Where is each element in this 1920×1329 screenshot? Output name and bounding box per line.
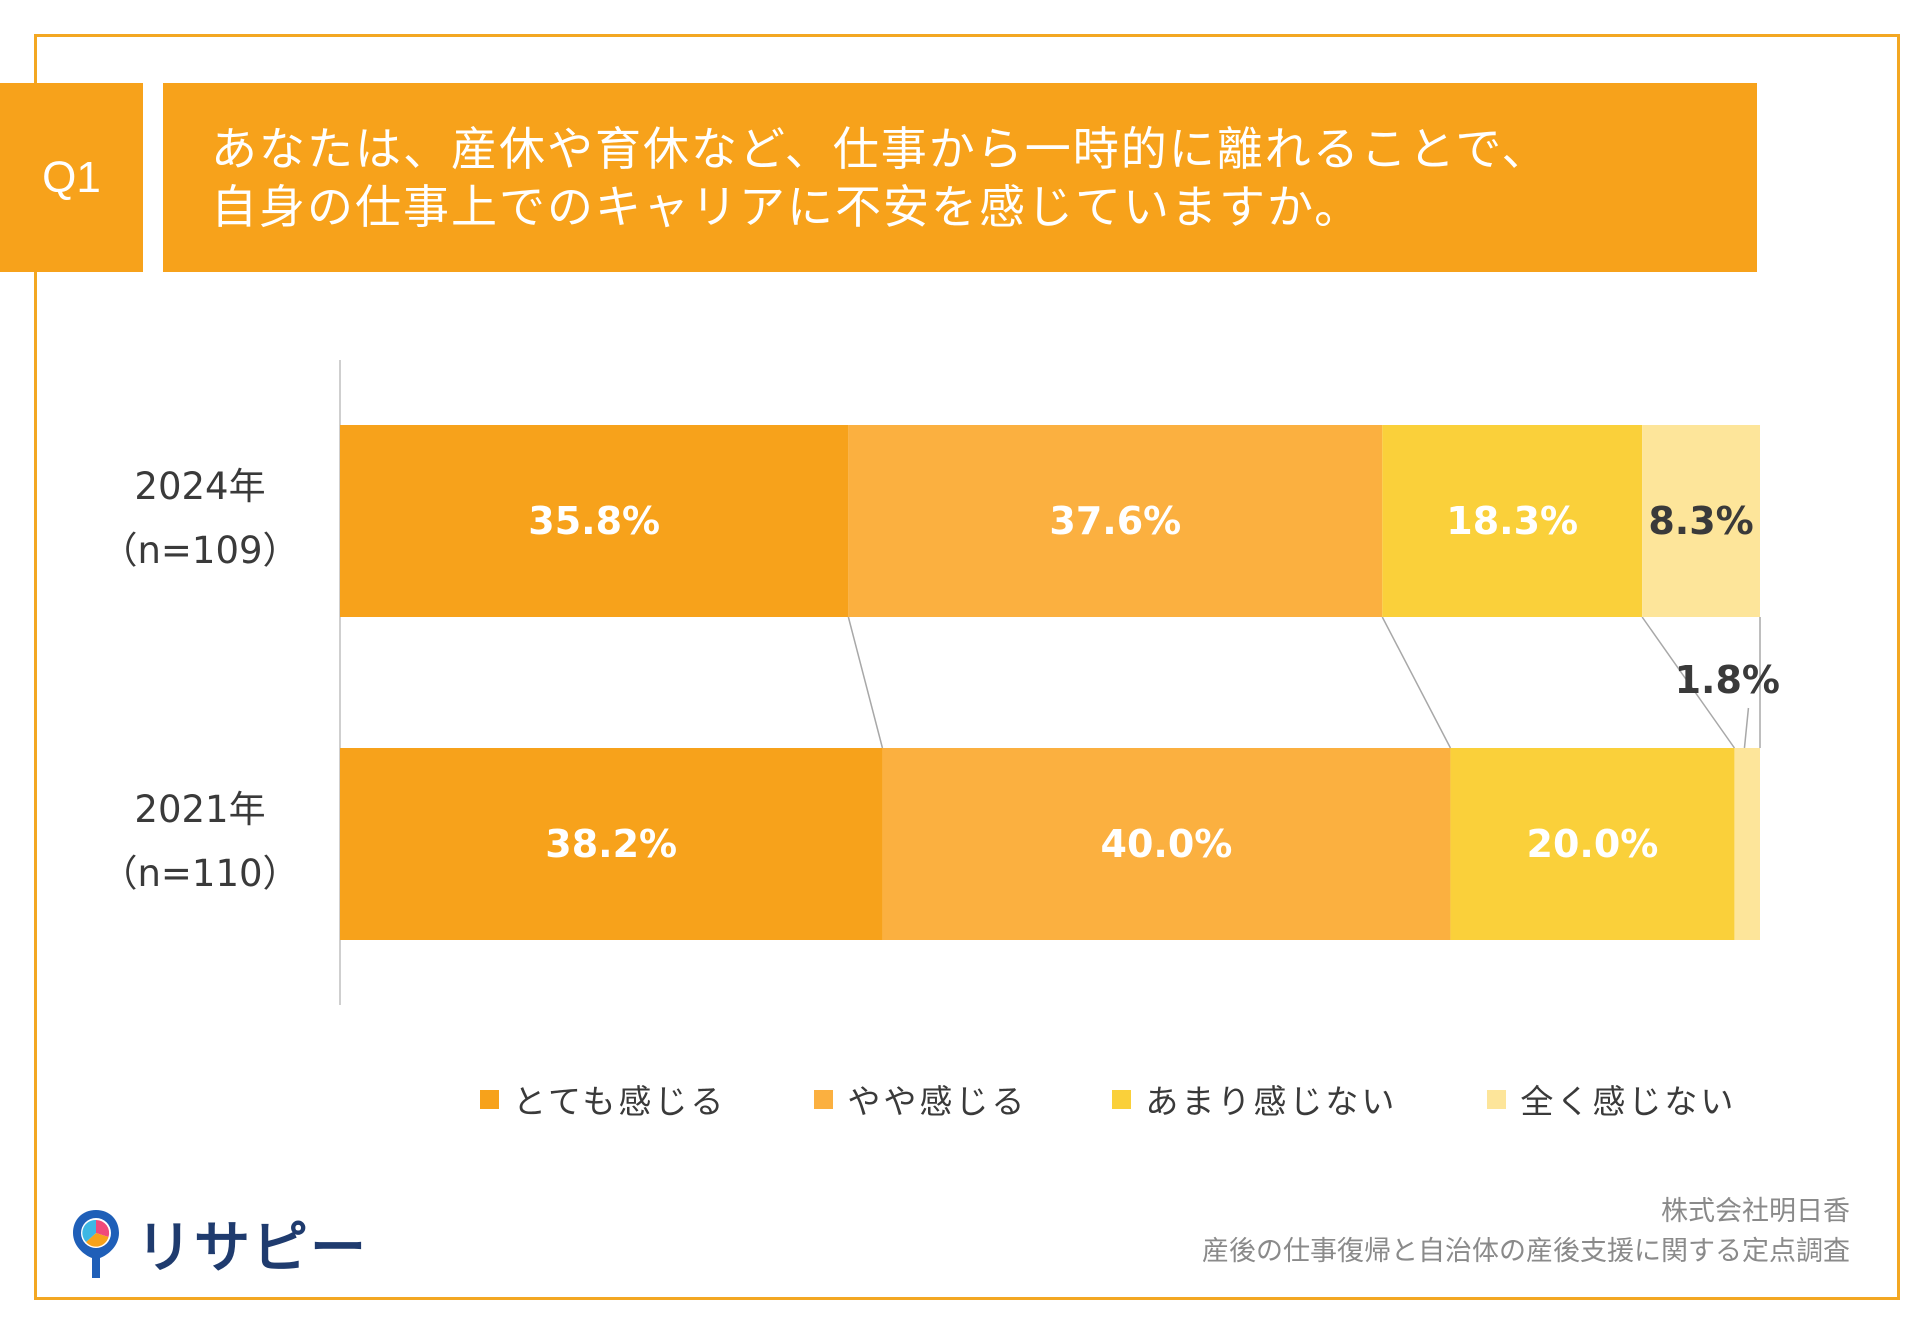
legend-item: やや感じる [814, 1075, 1027, 1123]
brand-logo: リサピー [70, 1203, 368, 1284]
connector-line [1381, 616, 1452, 749]
chart-frame [34, 34, 1900, 1300]
bar-segment [340, 748, 883, 940]
question-number: Q1 [42, 152, 101, 202]
legend-label: やや感じる [847, 1082, 1028, 1121]
source-company: 株式会社明日香 [1661, 1196, 1850, 1227]
connector-line [1641, 616, 1736, 749]
question-text-line-2: 自身の仕事上でのキャリアに不安を感じていますか。 [211, 179, 1363, 234]
bar-layer [340, 425, 1760, 940]
data-label: 1.8% [1675, 658, 1780, 702]
question-number-badge: Q1 [0, 83, 143, 272]
connector-line [847, 616, 884, 749]
source-survey: 産後の仕事復帰と自治体の産後支援に関する定点調査 [1202, 1236, 1850, 1267]
bar-segment [1642, 425, 1760, 617]
connector-layer [847, 616, 1761, 749]
legend-label: とても感じる [513, 1082, 727, 1121]
legend-swatch [1112, 1089, 1132, 1109]
data-label: 20.0% [1527, 822, 1659, 866]
bar-segment [882, 748, 1451, 940]
leader-line [1743, 707, 1750, 749]
category-sample-label: （n=109） [100, 529, 299, 572]
legend-item: 全く感じない [1487, 1075, 1736, 1123]
legend-swatch [814, 1089, 834, 1109]
category-sample-label: （n=110） [100, 852, 299, 895]
source-note: 株式会社明日香 産後の仕事復帰と自治体の産後支援に関する定点調査 [1202, 1192, 1850, 1272]
question-box: あなたは、産休や育休など、仕事から一時的に離れることで、 自身の仕事上でのキャリ… [163, 83, 1757, 272]
legend: とても感じる やや感じる あまり感じない 全く感じない [480, 1075, 1736, 1123]
bar-segment [1450, 748, 1735, 940]
category-year-label: 2024年 [134, 465, 265, 508]
data-label: 35.8% [528, 499, 660, 543]
legend-item: あまり感じない [1112, 1075, 1397, 1123]
question-text-line-1: あなたは、産休や育休など、仕事から一時的に離れることで、 [211, 121, 1550, 176]
data-label: 37.6% [1049, 499, 1181, 543]
bar-segment [1734, 748, 1760, 940]
bar-segment [1382, 425, 1643, 617]
legend-swatch [480, 1089, 499, 1109]
label-layer: 35.8% 37.6% 18.3% 8.3% 38.2% 40.0% 20.0% 1.8% [528, 499, 1780, 866]
logo-text: リサピー [136, 1216, 368, 1281]
data-label: 38.2% [545, 822, 677, 866]
category-layer: 2024年 （n=109） 2021年 （n=110） [100, 465, 299, 895]
category-year-label: 2021年 [134, 788, 265, 831]
data-label: 8.3% [1648, 499, 1753, 543]
pin-logo-icon [73, 1209, 119, 1278]
bar-segment [340, 425, 849, 617]
bar-segment [848, 425, 1383, 617]
legend-swatch [1487, 1089, 1507, 1109]
legend-label: 全く感じない [1520, 1082, 1737, 1121]
legend-item: とても感じる [480, 1075, 726, 1123]
data-label: 18.3% [1446, 499, 1578, 543]
legend-label: あまり感じない [1145, 1082, 1398, 1121]
data-label: 40.0% [1101, 822, 1233, 866]
